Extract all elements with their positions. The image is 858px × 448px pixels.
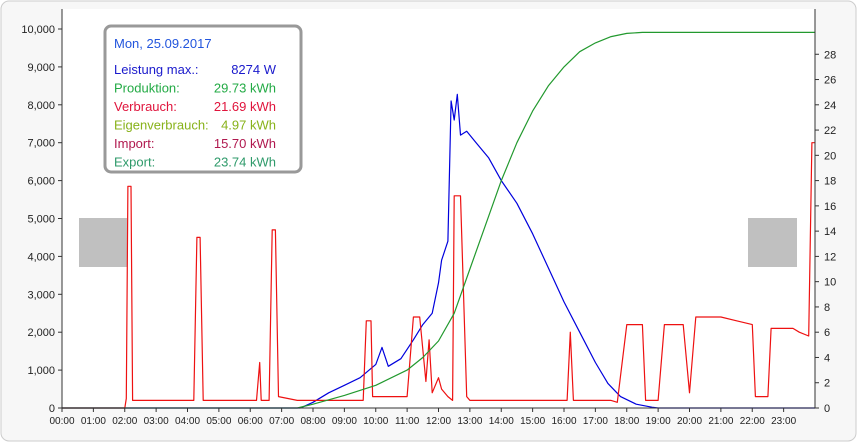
y-right-tick-label: 8 (824, 302, 830, 314)
y-right-tick-label: 16 (824, 201, 836, 213)
y-left-tick-label: 6,000 (27, 176, 55, 188)
x-tick-label: 19:00 (646, 416, 671, 427)
x-tick-label: 01:00 (81, 416, 106, 427)
gray-block-right (748, 218, 797, 267)
y-right-tick-label: 18 (824, 176, 836, 188)
info-row-value: 21.69 kWh (214, 99, 276, 114)
x-tick-label: 14:00 (489, 416, 514, 427)
axes-layer: 0 1,000 2,000 3,000 4,000 5,000 6,000 7,000 8,00… (21, 9, 836, 427)
y-left-tick-label: 2,000 (27, 327, 55, 339)
x-tick-label: 07:00 (269, 416, 294, 427)
info-row-value: 4.97 kWh (221, 118, 276, 133)
x-tick-label: 09:00 (332, 416, 357, 427)
y-right-tick-label: 20 (824, 150, 836, 162)
y-left-tick-label: 8,000 (27, 100, 55, 112)
y-right-tick-label: 12 (824, 251, 836, 263)
y-right-tick-label: 28 (824, 49, 836, 61)
series-line-3 (62, 31, 815, 409)
y-left-tick-label: 7,000 (27, 138, 55, 150)
x-tick-label: 08:00 (300, 416, 325, 427)
x-tick-label: 02:00 (112, 416, 137, 427)
y-left-tick-label: 5,000 (27, 214, 55, 226)
x-tick-label: 15:00 (520, 416, 545, 427)
x-tick-label: 21:00 (708, 416, 733, 427)
info-box: Mon, 25.09.2017 Leistung max.: 8274 W Prod… (103, 24, 303, 174)
x-tick-label: 12:00 (426, 416, 451, 427)
info-row-value: 8274 W (231, 62, 277, 77)
info-row-value: 15.70 kWh (214, 136, 276, 151)
y-left-tick-label: 10,000 (21, 24, 55, 36)
info-date: Mon, 25.09.2017 (114, 36, 212, 51)
info-row-label: Import: (114, 136, 154, 151)
x-tick-label: 04:00 (175, 416, 200, 427)
info-row-label: Verbrauch: (114, 99, 177, 114)
y-right-tick-label: 22 (824, 125, 836, 137)
info-row-value: 29.73 kWh (214, 81, 276, 96)
y-right-tick-label: 4 (824, 352, 830, 364)
y-left-tick-label: 3,000 (27, 289, 55, 301)
info-row-label: Export: (114, 155, 155, 170)
info-box-frame (103, 24, 303, 174)
y-right-tick-label: 14 (824, 226, 836, 238)
y-right-tick-label: 6 (824, 327, 830, 339)
x-tick-label: 22:00 (740, 416, 765, 427)
x-tick-label: 17:00 (583, 416, 608, 427)
y-left-tick-label: 9,000 (27, 62, 55, 74)
y-right-tick-label: 2 (824, 378, 830, 390)
x-tick-label: 11:00 (395, 416, 420, 427)
x-tick-label: 13:00 (457, 416, 482, 427)
y-right-tick-label: 24 (824, 100, 836, 112)
x-tick-label: 10:00 (363, 416, 388, 427)
y-right-tick-label: 26 (824, 75, 836, 87)
x-tick-label: 03:00 (144, 416, 169, 427)
info-row-label: Leistung max.: (114, 62, 199, 77)
series-layer (62, 31, 815, 409)
y-right-tick-label: 10 (824, 277, 836, 289)
x-tick-label: 18:00 (614, 416, 639, 427)
x-tick-label: 05:00 (206, 416, 231, 427)
x-tick-label: 23:00 (771, 416, 796, 427)
y-right-tick-label: 0 (824, 403, 830, 415)
gray-block-left (79, 218, 127, 267)
info-rows: Leistung max.: 8274 W Produktion: 29.73 kWh… (114, 62, 277, 170)
gray-blocks (79, 218, 797, 267)
x-tick-label: 20:00 (677, 416, 702, 427)
info-row-label: Produktion: (114, 81, 180, 96)
series-line-2 (62, 142, 815, 409)
series-line-1 (62, 93, 815, 409)
x-tick-label: 16:00 (551, 416, 576, 427)
info-row-value: 23.74 kWh (214, 155, 276, 170)
x-tick-label: 06:00 (238, 416, 263, 427)
x-tick-label: 00:00 (49, 416, 74, 427)
y-left-tick-label: 1,000 (27, 365, 55, 377)
info-row-label: Eigenverbrauch: (114, 118, 209, 133)
y-left-tick-label: 0 (49, 403, 55, 415)
y-left-tick-label: 4,000 (27, 251, 55, 263)
